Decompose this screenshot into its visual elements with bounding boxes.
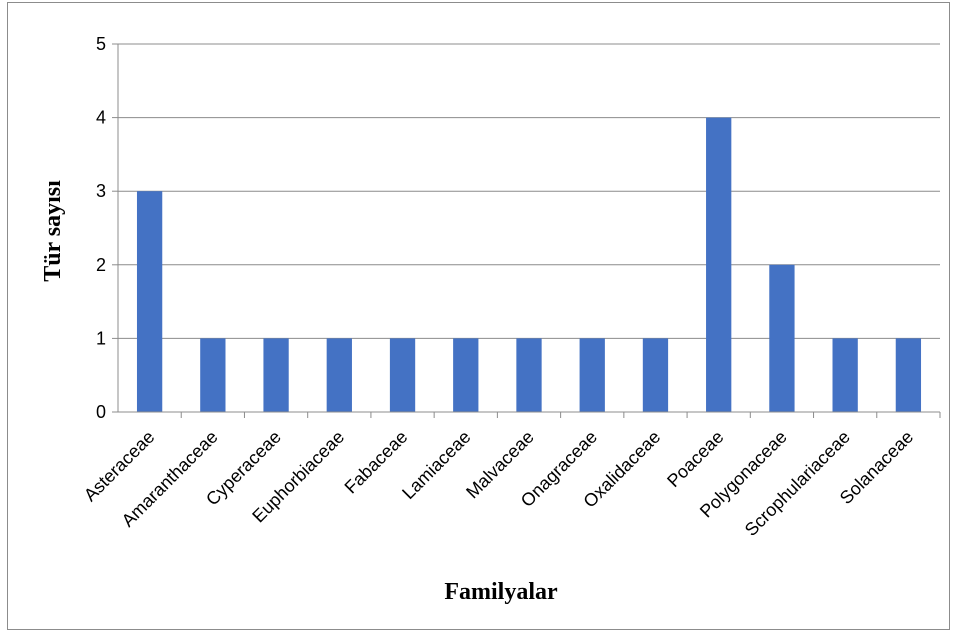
y-tick-label: 4 [96, 108, 106, 128]
y-tick-label: 2 [96, 255, 106, 275]
bar-asteraceae [136, 191, 163, 412]
y-axis-title: Tür sayısı [40, 180, 66, 282]
y-tick-label: 3 [96, 181, 106, 201]
gridlines [118, 43, 940, 339]
bar-lamiaceae [453, 338, 479, 412]
bar-solanaceae [895, 338, 922, 412]
y-tick-label: 5 [96, 34, 106, 54]
y-tick-label: 0 [96, 402, 106, 422]
x-tick-labels: AsteraceaeAmaranthaceaeCyperaceaeEuphorb… [80, 427, 917, 540]
bar-cyperaceae [263, 338, 289, 412]
bar-oxalidaceae [642, 338, 669, 412]
bar-euphorbiaceae [326, 338, 352, 412]
y-tick-labels: 0 1 2 3 4 5 [96, 34, 106, 422]
bar-poaceae [706, 117, 732, 412]
bar-scrophulariaceae [832, 338, 858, 412]
axes [112, 43, 941, 418]
bar-chart: 0 1 2 3 4 5 AsteraceaeAmaranthaceaeCyperaceae… [40, 34, 941, 605]
bar-malvaceae [516, 338, 542, 412]
chart-frame: 0 1 2 3 4 5 Asteraceae Amaranthaceae Cyperaceae… [7, 2, 950, 630]
bar-amaranthaceae [200, 338, 226, 412]
bar-polygonaceae [769, 264, 795, 412]
x-tick-label: Lamiaceae [398, 427, 474, 503]
x-tick-label: Scrophulariaceae [741, 427, 854, 540]
bar-fabaceae [389, 338, 416, 412]
x-axis-title: Familyalar [444, 579, 558, 605]
y-tick-label: 1 [96, 328, 106, 348]
bar-onagraceae [579, 338, 605, 412]
bars [136, 117, 922, 412]
x-tick-label: Poaceae [663, 427, 727, 491]
